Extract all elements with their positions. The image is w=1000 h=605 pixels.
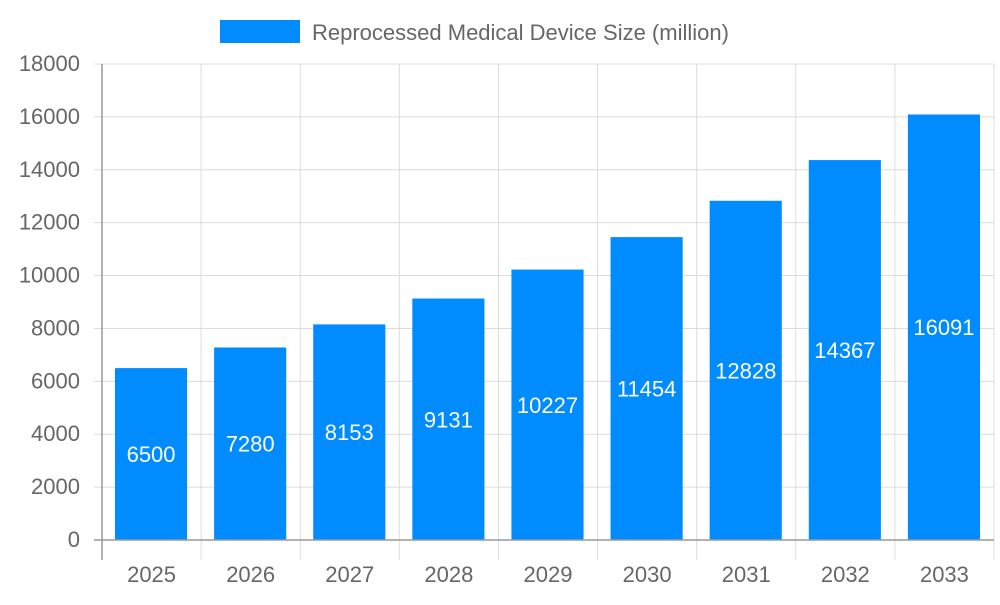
x-tick-label: 2025	[127, 562, 176, 587]
axes: 0 2000 4000 6000 8000 10000 12000 14000 16000 180…	[19, 51, 994, 587]
data-label: 9131	[424, 407, 473, 432]
legend-swatch	[220, 20, 300, 43]
data-label: 7280	[226, 432, 275, 457]
data-label: 16091	[913, 315, 974, 340]
data-label: 8153	[325, 420, 374, 445]
y-tick-label: 10000	[19, 263, 80, 288]
y-tick-label: 18000	[19, 51, 80, 76]
data-label: 11454	[617, 377, 677, 402]
x-tick-label: 2031	[722, 562, 771, 587]
data-label: 14367	[814, 338, 875, 363]
bar	[907, 114, 980, 540]
legend: Reprocessed Medical Device Size (million…	[220, 20, 729, 45]
x-tick-label: 2033	[920, 562, 969, 587]
data-label: 6500	[127, 442, 176, 467]
x-tick-label: 2030	[623, 562, 672, 587]
x-tick-label: 2028	[424, 562, 473, 587]
bars: 6500 7280 8153 9131 10227 11454 12828 14367 1609…	[115, 114, 980, 540]
y-tick-label: 2000	[31, 474, 80, 499]
y-tick-label: 16000	[19, 104, 80, 129]
y-tick-label: 8000	[31, 315, 80, 340]
bar	[610, 237, 683, 540]
y-tick-label: 6000	[31, 368, 80, 393]
bar	[808, 160, 881, 540]
x-tick-label: 2026	[226, 562, 275, 587]
bar	[313, 324, 386, 540]
bar	[214, 347, 287, 540]
y-tick-label: 0	[68, 527, 80, 552]
y-tick-label: 14000	[19, 157, 80, 182]
y-tick-label: 4000	[31, 421, 80, 446]
x-tick-label: 2027	[325, 562, 374, 587]
bar	[115, 368, 188, 540]
data-label: 12828	[715, 358, 776, 383]
x-tick-label: 2032	[821, 562, 870, 587]
bar	[412, 298, 485, 540]
x-tick-label: 2029	[524, 562, 573, 587]
data-label: 10227	[517, 393, 578, 418]
legend-label: Reprocessed Medical Device Size (million…	[312, 20, 729, 45]
bar	[511, 269, 584, 540]
bar	[709, 200, 782, 540]
y-tick-label: 12000	[19, 210, 80, 235]
